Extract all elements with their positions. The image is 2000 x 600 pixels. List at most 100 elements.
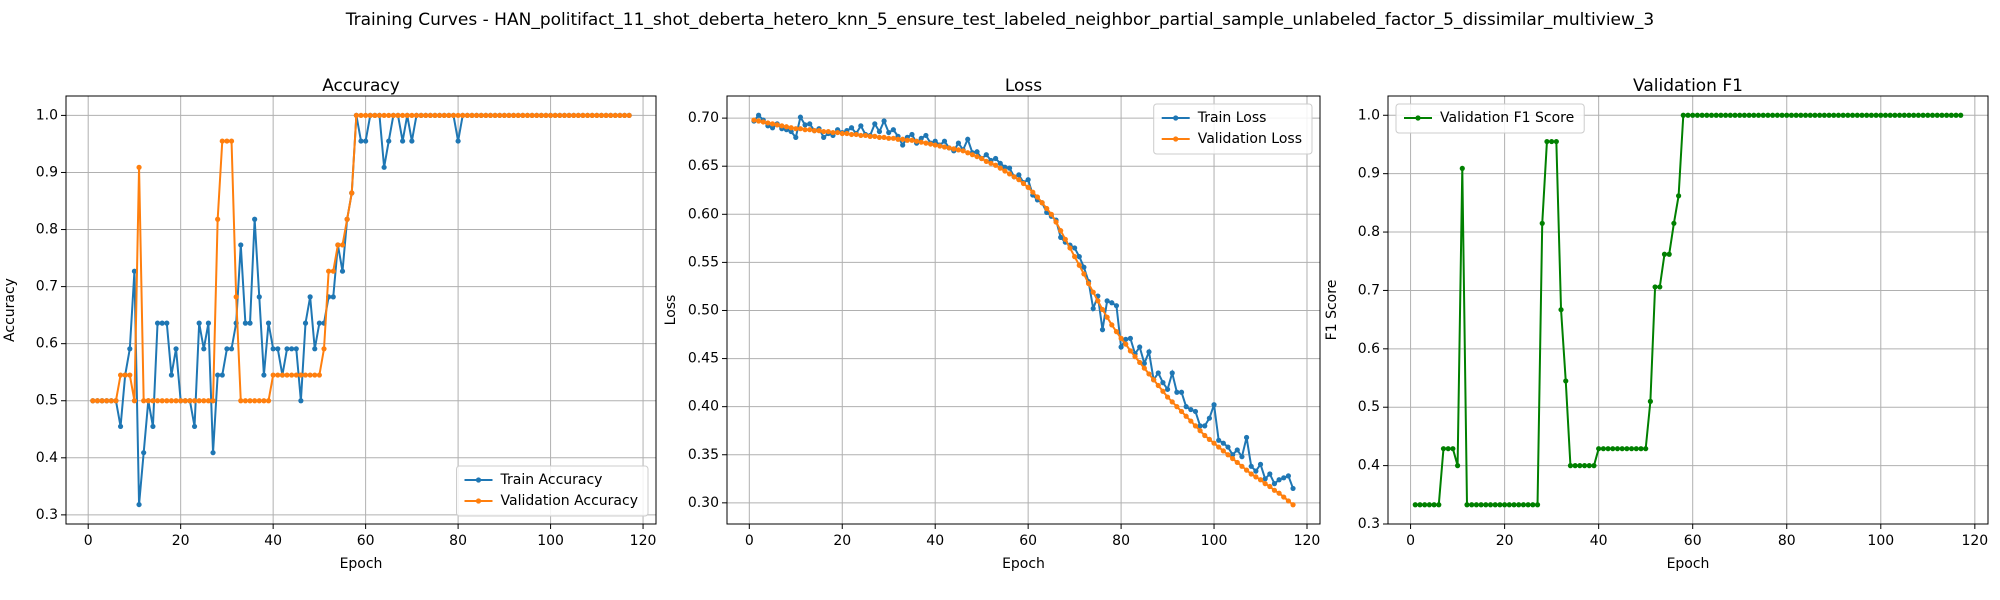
point	[1076, 262, 1082, 268]
point	[1516, 502, 1522, 508]
point	[127, 372, 133, 378]
point	[1746, 112, 1752, 118]
point	[1174, 389, 1180, 395]
point	[293, 372, 299, 378]
point	[1160, 380, 1166, 386]
point	[1774, 112, 1780, 118]
point	[1798, 112, 1804, 118]
point	[242, 320, 249, 326]
point	[1178, 408, 1185, 415]
point	[1454, 463, 1461, 469]
point	[187, 398, 193, 404]
point	[1694, 112, 1701, 118]
point	[1492, 502, 1498, 508]
point	[261, 372, 267, 378]
point	[1160, 388, 1166, 394]
point	[1169, 370, 1175, 376]
point	[561, 112, 568, 119]
point	[1638, 446, 1644, 452]
y-tick-label: 1.0	[1358, 107, 1380, 123]
point	[1216, 444, 1222, 450]
y-tick-label: 0.35	[688, 447, 719, 463]
point	[1652, 284, 1658, 290]
point	[1958, 112, 1964, 118]
point	[1211, 402, 1217, 408]
point	[1487, 502, 1494, 508]
point	[965, 136, 971, 142]
point	[307, 372, 313, 378]
point	[520, 112, 526, 119]
x-tick-label: 20	[172, 533, 190, 549]
x-tick-label: 20	[833, 533, 851, 549]
point	[1483, 502, 1489, 508]
point	[483, 112, 489, 119]
point	[289, 372, 295, 378]
point	[99, 398, 105, 404]
x-tick-label: 0	[1406, 533, 1415, 549]
x-tick-label: 40	[264, 533, 282, 549]
legend: Train Loss Validation Loss	[1153, 103, 1313, 155]
point	[534, 112, 540, 119]
point	[349, 190, 355, 196]
plot-frame	[65, 95, 657, 525]
point	[1253, 468, 1259, 474]
point	[797, 114, 804, 120]
point	[339, 242, 346, 248]
point	[386, 138, 392, 144]
x-tick-label: 0	[745, 533, 754, 549]
point	[881, 134, 887, 140]
point	[284, 346, 290, 352]
point	[358, 138, 364, 144]
legend-frame	[1153, 103, 1313, 155]
point	[552, 112, 558, 119]
point	[1723, 112, 1729, 118]
point	[821, 134, 827, 140]
point	[460, 112, 466, 119]
point	[441, 112, 447, 119]
point	[1169, 399, 1175, 405]
point	[575, 112, 581, 119]
point	[1525, 502, 1531, 508]
y-tick-label: 0.30	[688, 495, 719, 511]
point	[1164, 386, 1171, 392]
point	[858, 123, 864, 129]
point	[1230, 455, 1236, 462]
point	[293, 346, 299, 352]
point	[201, 346, 207, 352]
point	[247, 398, 253, 404]
point	[136, 164, 142, 170]
point	[1685, 112, 1691, 118]
point	[848, 131, 855, 138]
point	[1633, 446, 1639, 452]
point	[571, 112, 577, 119]
point	[1006, 165, 1013, 171]
point	[1614, 446, 1621, 452]
legend: Train Accuracy Validation Accuracy	[456, 465, 649, 517]
y-tick-label: 0.4	[1358, 458, 1380, 474]
point	[835, 129, 841, 136]
point	[1812, 112, 1818, 118]
point	[1281, 475, 1287, 481]
point	[154, 320, 161, 326]
point	[1506, 502, 1512, 508]
point	[1906, 112, 1912, 118]
point	[821, 128, 827, 135]
point	[1220, 448, 1226, 454]
point	[1048, 211, 1054, 217]
point	[386, 112, 392, 119]
point	[150, 423, 156, 430]
point	[1831, 112, 1837, 118]
point	[302, 320, 309, 326]
point	[1849, 112, 1856, 118]
point	[510, 112, 517, 119]
point	[1104, 298, 1110, 304]
point	[941, 138, 948, 144]
point	[1062, 236, 1068, 242]
point	[1271, 487, 1278, 493]
point	[529, 112, 535, 119]
point	[307, 294, 313, 300]
point	[918, 135, 924, 141]
point	[372, 112, 378, 119]
point	[793, 134, 799, 140]
point	[1628, 446, 1635, 452]
